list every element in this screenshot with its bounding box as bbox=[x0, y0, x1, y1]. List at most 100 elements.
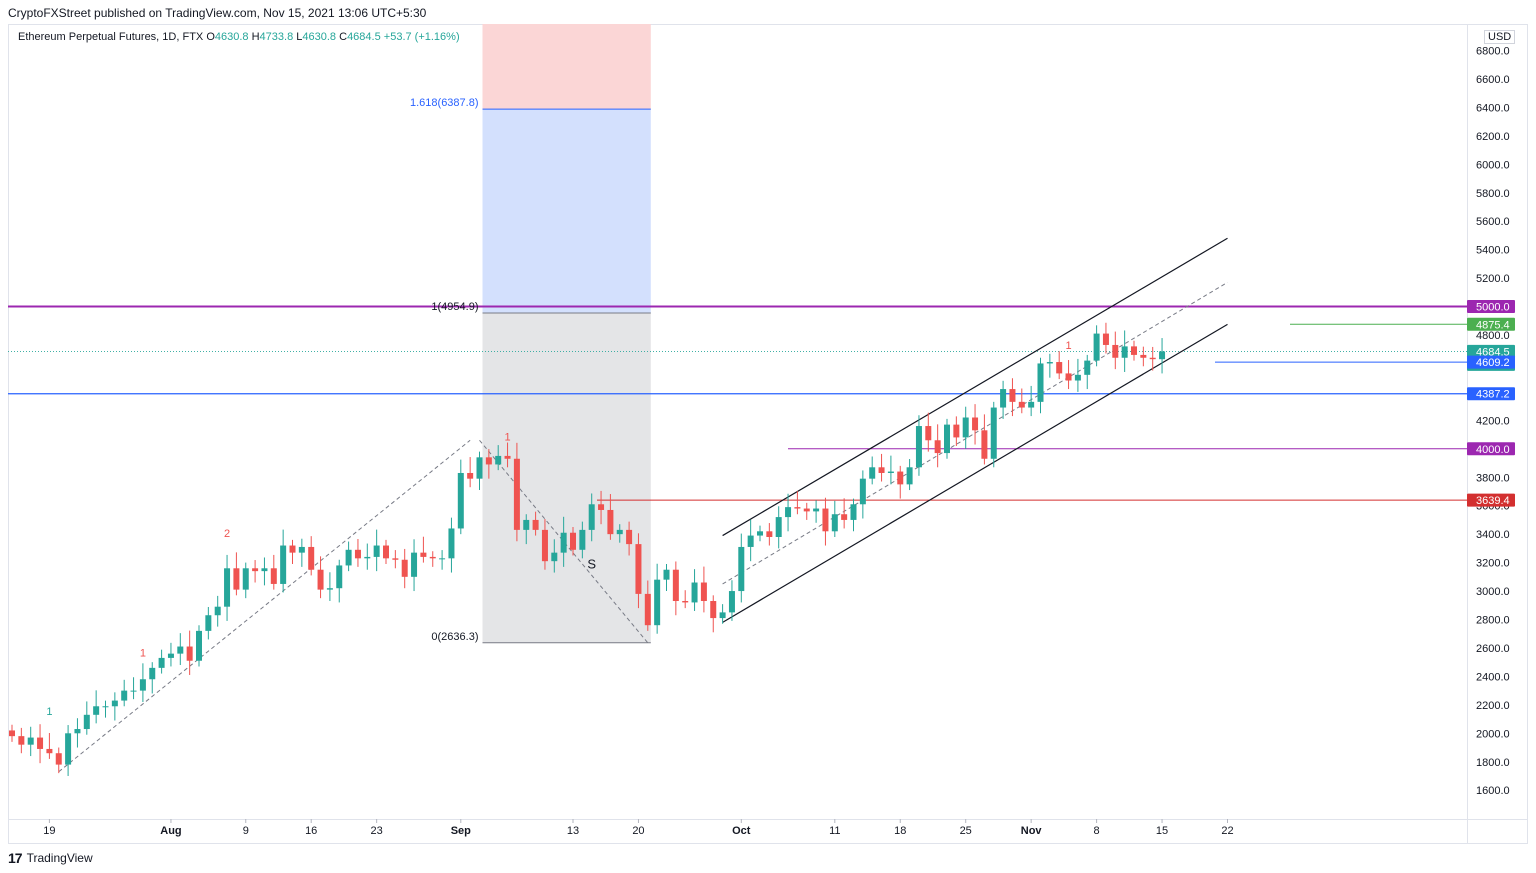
count-annotation: 2 bbox=[224, 528, 230, 540]
candle-body bbox=[766, 531, 773, 537]
low-label: L bbox=[296, 31, 303, 43]
price-label-text: 4684.5 bbox=[1476, 346, 1510, 358]
candle bbox=[448, 517, 455, 573]
candle-body bbox=[813, 508, 820, 512]
candle-body bbox=[1009, 389, 1016, 402]
publisher-caption: CryptoFXStreet published on TradingView.… bbox=[8, 6, 427, 20]
price-label: 4000.0 bbox=[1467, 442, 1515, 456]
candle bbox=[167, 642, 174, 667]
y-tick-label: 2400.0 bbox=[1476, 671, 1510, 683]
candle bbox=[691, 569, 698, 611]
candle-body bbox=[934, 440, 941, 454]
candle bbox=[383, 539, 389, 565]
price-label: 4609.2 bbox=[1467, 355, 1515, 369]
x-tick-label: 9 bbox=[243, 825, 249, 837]
candle bbox=[289, 539, 296, 565]
candle-body bbox=[317, 569, 324, 590]
trend-dashed-line bbox=[58, 439, 471, 773]
candle-body bbox=[1149, 357, 1156, 360]
candle-body bbox=[93, 706, 100, 715]
candle bbox=[373, 529, 380, 572]
candle-body bbox=[55, 753, 62, 765]
y-tick-label: 2200.0 bbox=[1476, 700, 1510, 712]
candle bbox=[803, 502, 810, 520]
candle-body bbox=[233, 568, 240, 590]
candle bbox=[74, 718, 81, 748]
price-label-text: 4609.2 bbox=[1476, 357, 1510, 369]
candle bbox=[1009, 378, 1016, 417]
channel-upper-line bbox=[722, 237, 1228, 537]
candle-body bbox=[130, 690, 137, 692]
candle-body bbox=[700, 582, 707, 602]
footer-brand[interactable]: 17 TradingView bbox=[8, 850, 93, 866]
symbol-legend[interactable]: Ethereum Perpetual Futures, 1D, FTX O463… bbox=[15, 30, 463, 44]
candle-body bbox=[1037, 363, 1044, 402]
candle bbox=[130, 677, 137, 700]
x-tick-label: 11 bbox=[829, 825, 840, 837]
candle-body bbox=[289, 545, 296, 553]
candle-body bbox=[859, 478, 866, 505]
candle-body bbox=[738, 546, 745, 592]
candle-body bbox=[345, 549, 352, 566]
candle-body bbox=[1028, 401, 1035, 408]
candle bbox=[467, 457, 474, 488]
candles-layer bbox=[9, 322, 1166, 776]
candle bbox=[37, 724, 44, 764]
candle bbox=[196, 625, 202, 667]
candle-body bbox=[336, 565, 343, 589]
candle bbox=[710, 595, 717, 633]
candle-body bbox=[654, 579, 661, 626]
candle bbox=[261, 557, 268, 586]
fib-labels-layer: 1.618(6387.8) 1(4954.9) 0(2636.3) bbox=[410, 97, 479, 643]
annotations-layer: 1 1 2 1 S 1 bbox=[46, 340, 1071, 718]
candle-body bbox=[252, 568, 259, 572]
time-axis: 19 Aug 9 16 23 Sep 13 20 Oct 11 18 25 Nov 8 15 22 bbox=[8, 819, 1528, 837]
candle-body bbox=[944, 424, 950, 454]
candle-body bbox=[962, 417, 969, 438]
candle bbox=[158, 649, 165, 674]
candle bbox=[598, 490, 605, 525]
y-tick-label: 6000.0 bbox=[1476, 159, 1510, 171]
y-tick-label: 5800.0 bbox=[1476, 188, 1510, 200]
candle bbox=[915, 415, 922, 476]
candle bbox=[280, 529, 287, 593]
close-value: 4684.5 bbox=[347, 31, 381, 43]
y-tick-label: 1600.0 bbox=[1476, 785, 1510, 797]
candle bbox=[504, 442, 511, 468]
candle-body bbox=[598, 504, 605, 510]
candle bbox=[831, 500, 838, 537]
drawing-lines-layer bbox=[8, 237, 1467, 773]
fib-target-zone bbox=[482, 109, 651, 313]
x-tick-label: Aug bbox=[160, 825, 181, 837]
candle bbox=[990, 401, 997, 468]
candle-body bbox=[906, 467, 913, 485]
y-tick-label: 4200.0 bbox=[1476, 415, 1510, 427]
candle bbox=[411, 539, 418, 592]
candle bbox=[775, 506, 782, 549]
price-label-text: 4000.0 bbox=[1476, 444, 1510, 456]
candle-body bbox=[111, 700, 118, 707]
candle-body bbox=[728, 591, 735, 613]
candle-body bbox=[298, 546, 305, 553]
candle bbox=[1102, 322, 1109, 354]
candle bbox=[1159, 338, 1166, 374]
candle bbox=[934, 424, 941, 468]
candle-body bbox=[1046, 362, 1053, 364]
candle bbox=[485, 449, 492, 479]
currency-button[interactable]: USD bbox=[1484, 30, 1516, 44]
candle-body bbox=[570, 532, 576, 550]
candle bbox=[354, 538, 361, 567]
candle-body bbox=[1084, 360, 1091, 375]
count-annotation: S bbox=[587, 556, 596, 571]
y-tick-label: 3000.0 bbox=[1476, 586, 1510, 598]
candle-body bbox=[747, 535, 754, 547]
count-annotation: 1 bbox=[46, 706, 52, 718]
candle-body bbox=[1140, 354, 1147, 358]
price-label: 4387.2 bbox=[1467, 387, 1515, 401]
chart-area[interactable] bbox=[8, 24, 1528, 844]
candle bbox=[1028, 385, 1035, 417]
candle-body bbox=[205, 615, 212, 631]
candle-body bbox=[242, 568, 249, 590]
x-tick-label: 16 bbox=[305, 825, 317, 837]
